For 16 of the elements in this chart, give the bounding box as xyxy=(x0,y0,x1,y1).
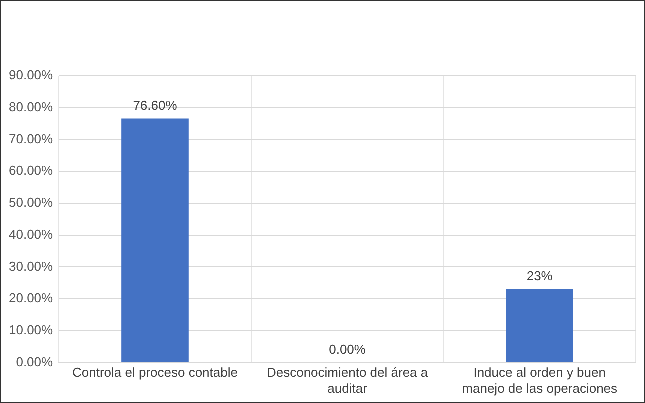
data-label: 23% xyxy=(526,268,554,284)
x-tick-label: Desconocimiento del área a auditar xyxy=(266,365,429,396)
x-tick-label: Induce al orden y buen manejo de las operaciones xyxy=(462,365,618,396)
y-tick-label: 30.00% xyxy=(8,258,54,274)
y-tick-label: 60.00% xyxy=(8,163,54,178)
x-tick-label: Controla el proceso contable xyxy=(72,365,238,380)
y-tick-label: 70.00% xyxy=(8,131,54,146)
y-tick-label: 50.00% xyxy=(8,195,54,210)
y-tick-label: 0.00% xyxy=(16,354,54,370)
y-tick-label: 20.00% xyxy=(8,290,54,306)
y-tick-label: 40.00% xyxy=(8,226,54,242)
y-tick-label: 80.00% xyxy=(8,99,54,114)
data-label: 0.00% xyxy=(329,342,366,357)
y-tick-label: 10.00% xyxy=(8,322,54,338)
data-label: 76.60% xyxy=(133,98,178,113)
y-tick-label: 90.00% xyxy=(8,68,54,83)
